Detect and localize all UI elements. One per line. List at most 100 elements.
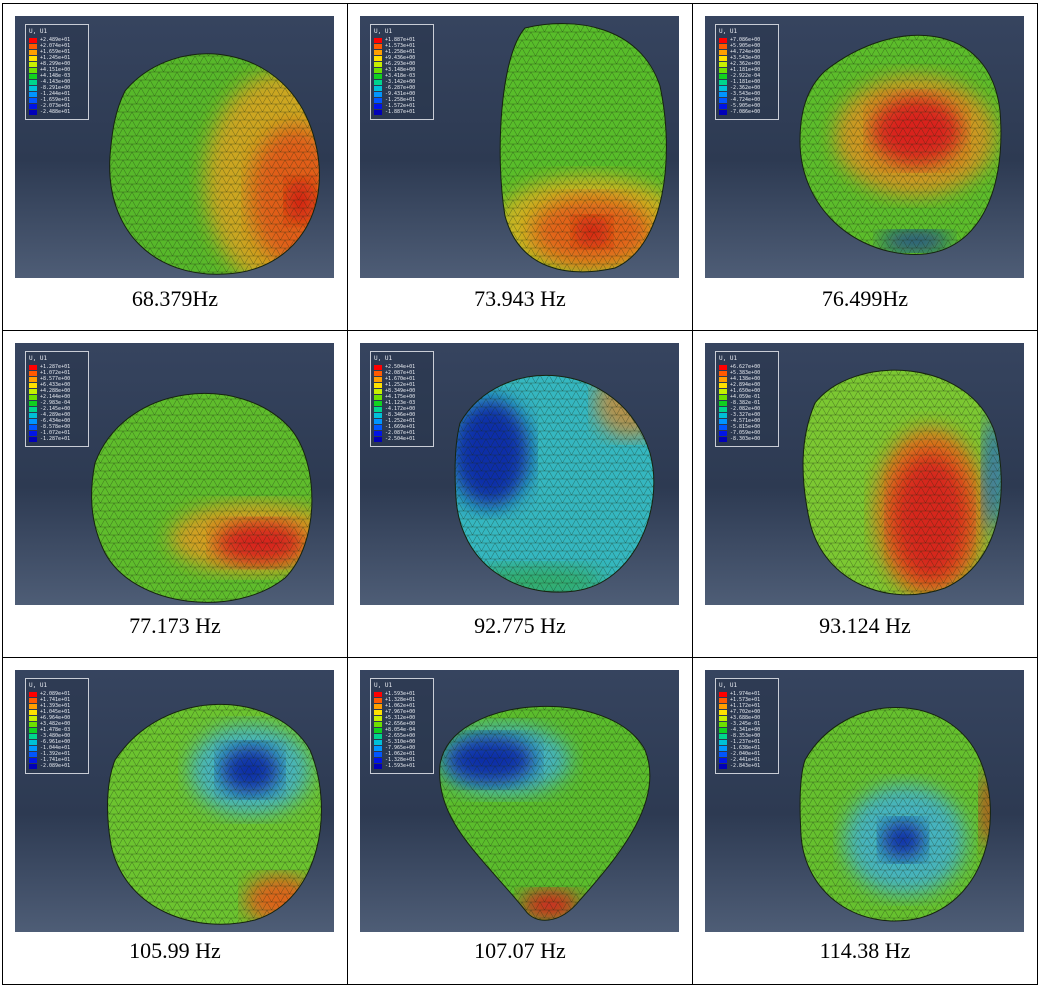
legend-swatch	[719, 703, 727, 709]
legend-value: +1.573e+01	[385, 43, 416, 49]
legend-value: -1.252e+01	[385, 418, 416, 424]
legend-value: +1.258e+01	[385, 49, 416, 55]
contour-legend: U, U1 +1.974e+01 +1.573e+01 +1.172e+01 +7.70…	[715, 678, 779, 774]
legend-swatch	[374, 418, 382, 424]
legend-swatch	[374, 394, 382, 400]
legend-value: -1.181e+00	[730, 79, 761, 85]
legend-swatch	[29, 376, 37, 382]
legend-row: +8.577e+00	[29, 376, 85, 382]
legend-row: -5.815e+00	[719, 424, 775, 430]
legend-value: +7.702e+00	[730, 709, 761, 715]
legend-value: -3.480e+00	[40, 733, 71, 739]
frequency-caption: 93.124 Hz	[819, 613, 911, 638]
mode-cell: U, U1 +7.086e+00 +5.905e+00 +4.724e+00 +3.54…	[693, 4, 1037, 331]
legend-row: -7.965e+00	[374, 745, 430, 751]
legend-value: +8.577e+00	[40, 376, 71, 382]
legend-value: -8.303e+00	[730, 436, 761, 442]
legend-value: +6.433e+00	[40, 382, 71, 388]
legend-value: -3.327e+00	[730, 412, 761, 418]
legend-value: +2.087e+01	[385, 370, 416, 376]
legend-value: -3.543e+00	[730, 91, 761, 97]
legend-swatch	[719, 430, 727, 436]
legend-swatch	[719, 721, 727, 727]
legend-value: +4.059e-01	[730, 394, 761, 400]
legend-swatch	[719, 388, 727, 394]
legend-title: U, U1	[719, 28, 738, 35]
legend-swatch	[719, 400, 727, 406]
legend-value: +2.362e+00	[730, 61, 761, 67]
legend-row: +1.328e+01	[374, 697, 430, 703]
legend-row: +2.656e+00	[374, 721, 430, 727]
legend-value: +1.974e+01	[730, 691, 761, 697]
legend-swatch	[719, 412, 727, 418]
legend-row: -1.669e+01	[374, 424, 430, 430]
legend-value: +4.148e-03	[40, 73, 71, 79]
legend-swatch	[29, 745, 37, 751]
legend-value: -6.961e+00	[40, 739, 71, 745]
legend-title: U, U1	[29, 28, 48, 35]
legend-row: -8.353e+00	[719, 733, 775, 739]
legend-row: -7.086e+00	[719, 109, 775, 115]
legend-swatch	[29, 763, 37, 769]
legend-swatch	[374, 85, 382, 91]
legend-swatch	[719, 97, 727, 103]
legend-value: -2.488e+01	[40, 109, 71, 115]
legend-swatch	[719, 418, 727, 424]
legend-row: +5.905e+00	[719, 43, 775, 49]
legend-row: +7.086e+00	[719, 37, 775, 43]
legend-swatch	[719, 79, 727, 85]
legend-value: +1.328e+01	[385, 697, 416, 703]
legend-row: -5.310e+00	[374, 739, 430, 745]
legend-value: -3.245e-01	[730, 721, 761, 727]
legend-value: +8.299e+00	[40, 61, 71, 67]
legend-swatch	[374, 733, 382, 739]
legend-value: -1.072e+01	[40, 430, 71, 436]
legend-swatch	[374, 763, 382, 769]
legend-swatch	[374, 721, 382, 727]
legend-swatch	[719, 370, 727, 376]
legend-title: U, U1	[374, 682, 393, 689]
legend-value: +2.144e+00	[40, 394, 71, 400]
frequency-caption: 77.173 Hz	[129, 613, 221, 638]
legend-swatch	[719, 85, 727, 91]
legend-row: -2.922e-04	[719, 73, 775, 79]
legend-row: -8.346e+00	[374, 412, 430, 418]
legend-swatch	[374, 91, 382, 97]
legend-swatch	[29, 364, 37, 370]
legend-swatch	[374, 382, 382, 388]
mode-shape-plot: U, U1 +2.504e+01 +2.087e+01 +1.670e+01 +1.25…	[360, 343, 679, 605]
legend-value: +4.138e+00	[730, 376, 761, 382]
legend-swatch	[29, 85, 37, 91]
mode-cell: U, U1 +2.504e+01 +2.087e+01 +1.670e+01 +1.25…	[348, 331, 693, 658]
legend-swatch	[374, 97, 382, 103]
legend-value: +1.670e+01	[385, 376, 416, 382]
deformed-mesh-shape	[799, 34, 1002, 255]
legend-title: U, U1	[374, 28, 393, 35]
legend-value: -8.353e+00	[730, 733, 761, 739]
deformed-mesh-shape	[91, 392, 313, 603]
legend-row: +7.702e+00	[719, 709, 775, 715]
legend-row: -1.181e+00	[719, 79, 775, 85]
legend-row: +9.436e+00	[374, 55, 430, 61]
legend-swatch	[29, 418, 37, 424]
legend-row: -1.593e+01	[374, 763, 430, 769]
legend-row: -1.572e+01	[374, 103, 430, 109]
frequency-caption: 73.943 Hz	[474, 286, 566, 311]
legend-value: +1.659e+01	[40, 49, 71, 55]
legend-row: +6.964e+00	[29, 715, 85, 721]
deformed-mesh-shape	[799, 707, 991, 922]
legend-row: -2.145e+00	[29, 406, 85, 412]
contour-legend: U, U1 +1.287e+01 +1.072e+01 +8.577e+00 +6.43…	[25, 351, 89, 447]
contour-legend: U, U1 +6.627e+00 +5.383e+00 +4.138e+00 +2.89…	[715, 351, 779, 447]
legend-value: +1.045e+01	[40, 709, 71, 715]
legend-swatch	[719, 715, 727, 721]
legend-value: +1.062e+01	[385, 703, 416, 709]
legend-row: -1.741e+01	[29, 757, 85, 763]
legend-row: -6.287e+00	[374, 85, 430, 91]
mode-cell: U, U1 +1.287e+01 +1.072e+01 +8.577e+00 +6.43…	[3, 331, 348, 658]
legend-swatch	[29, 703, 37, 709]
legend-value: +4.175e+00	[385, 394, 416, 400]
legend-row: +2.489e+01	[29, 37, 85, 43]
mode-shape-table: U, U1 +2.489e+01 +2.074e+01 +1.659e+01 +1.24…	[2, 3, 1038, 985]
mode-shape-plot: U, U1 +6.627e+00 +5.383e+00 +4.138e+00 +2.89…	[705, 343, 1024, 605]
